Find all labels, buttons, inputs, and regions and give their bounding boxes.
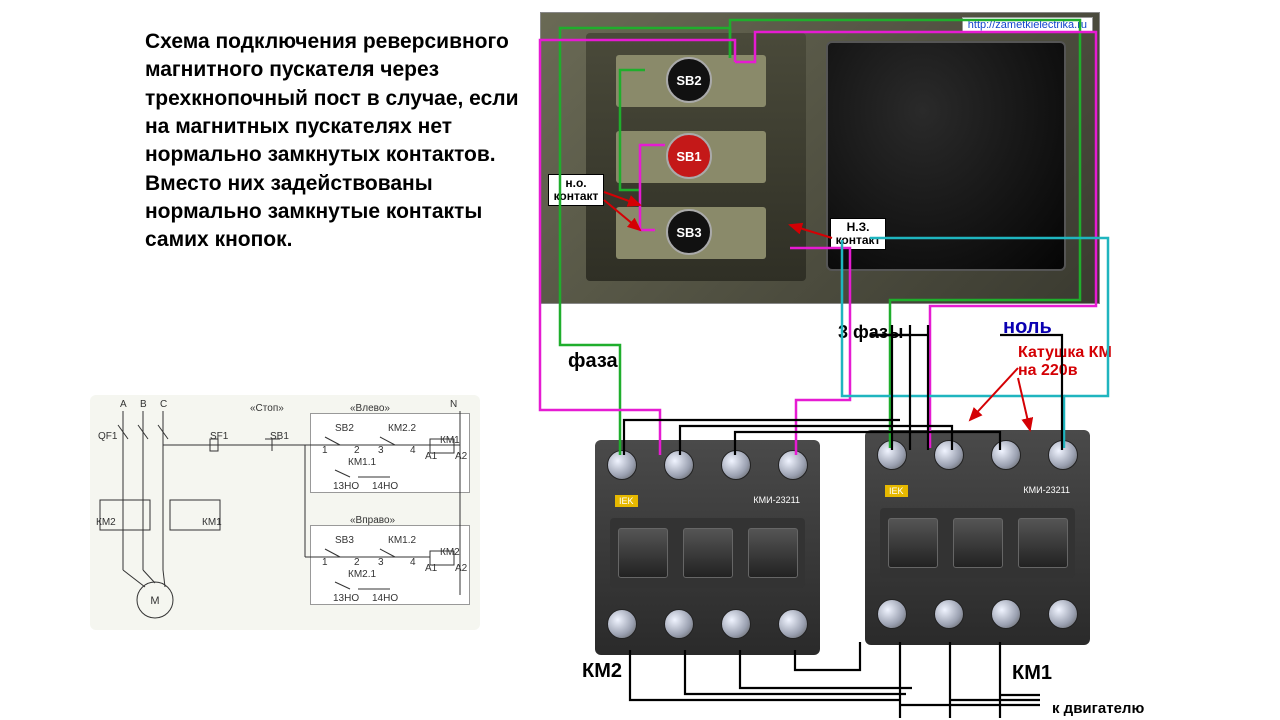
contactor-slot <box>953 518 1003 568</box>
label-km1: КМ1 <box>1012 662 1052 685</box>
button-station: SB2 SB1 SB3 <box>586 33 806 281</box>
contactor-slot <box>888 518 938 568</box>
screw-icon <box>991 440 1021 470</box>
contactor-km2: IEK КМИ-23211 <box>595 440 820 655</box>
main-description: Схема подключения реверсивного магнитног… <box>145 28 535 255</box>
sch-motor-label: М <box>150 595 159 607</box>
label-3phase: 3 фазы <box>838 322 903 343</box>
screw-icon <box>607 609 637 639</box>
screw-icon <box>991 599 1021 629</box>
screw-icon <box>877 599 907 629</box>
screw-icon <box>778 450 808 480</box>
contactor-bot-screws <box>877 599 1078 635</box>
contactor-slot <box>748 528 798 578</box>
screw-icon <box>721 450 751 480</box>
photo-panel: http://zametkielectrika.ru SB2 SB1 SB3 <box>540 12 1100 304</box>
label-no-contact: н.о.контакт <box>548 174 604 206</box>
screw-icon <box>934 599 964 629</box>
contactor-slot <box>1018 518 1068 568</box>
contactor-brand: IEK <box>885 485 908 497</box>
screw-icon <box>664 609 694 639</box>
contactor-top-screws <box>607 450 808 486</box>
label-km2: КМ2 <box>582 660 622 683</box>
schematic-svg: М <box>90 395 480 630</box>
screw-icon <box>1048 599 1078 629</box>
screw-icon <box>1048 440 1078 470</box>
contactor-slot <box>618 528 668 578</box>
contactor-km1: IEK КМИ-23211 <box>865 430 1090 645</box>
label-neutral: ноль <box>1003 316 1052 339</box>
label-to-motor: к двигателю <box>1052 700 1144 717</box>
screw-icon <box>664 450 694 480</box>
screw-icon <box>778 609 808 639</box>
contactor-brand: IEK <box>615 495 638 507</box>
contactor-slot <box>683 528 733 578</box>
contactor-mid <box>610 518 805 588</box>
screw-icon <box>877 440 907 470</box>
label-coil: Катушка КМна 220в <box>1018 344 1112 379</box>
button-sb2: SB2 <box>666 57 712 103</box>
contactor-model: КМИ-23211 <box>753 495 800 505</box>
schematic-diagram: A B C N QF1 SF1 «Стоп» SB1 «Влево» «Впра… <box>90 395 480 630</box>
screw-icon <box>721 609 751 639</box>
button-sb3: SB3 <box>666 209 712 255</box>
label-nc-contact: Н.З.контакт <box>830 218 886 250</box>
label-phase: фаза <box>568 350 618 373</box>
screw-icon <box>607 450 637 480</box>
contactor-bot-screws <box>607 609 808 645</box>
screw-icon <box>934 440 964 470</box>
source-url: http://zametkielectrika.ru <box>962 17 1093 33</box>
contactor-model: КМИ-23211 <box>1023 485 1070 495</box>
contactor-mid <box>880 508 1075 578</box>
button-sb1: SB1 <box>666 133 712 179</box>
contactor-top-screws <box>877 440 1078 476</box>
